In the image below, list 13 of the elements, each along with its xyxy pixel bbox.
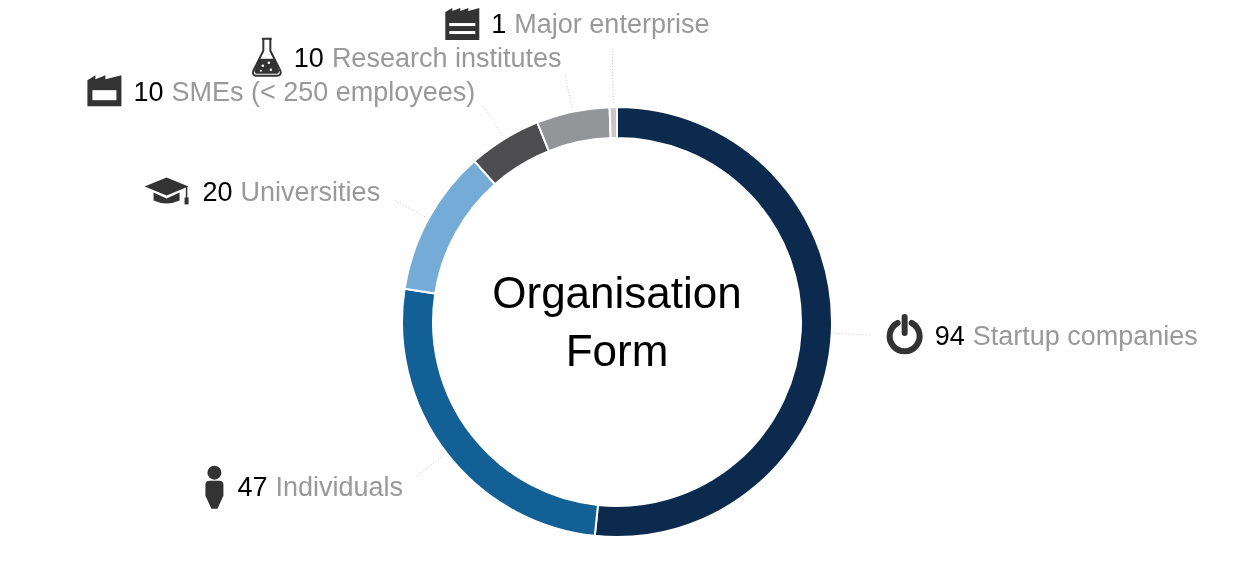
slice-label: Individuals (275, 471, 404, 502)
data-label: 10 (293, 42, 324, 73)
text: Organisation Form (491, 267, 743, 377)
data-label: 94 (934, 320, 965, 351)
slice-label: Startup companies (972, 320, 1198, 351)
slice-label: Universities (240, 177, 381, 208)
data-label: 20 (202, 177, 233, 208)
slice-label: Research institutes (331, 42, 562, 73)
data-label: 1 (491, 9, 507, 40)
slice-label: Major enterprise (514, 9, 710, 40)
slice-label: SMEs (< 250 employees) (171, 77, 476, 108)
data-label: 47 (237, 471, 268, 502)
data-label: 10 (133, 77, 164, 108)
